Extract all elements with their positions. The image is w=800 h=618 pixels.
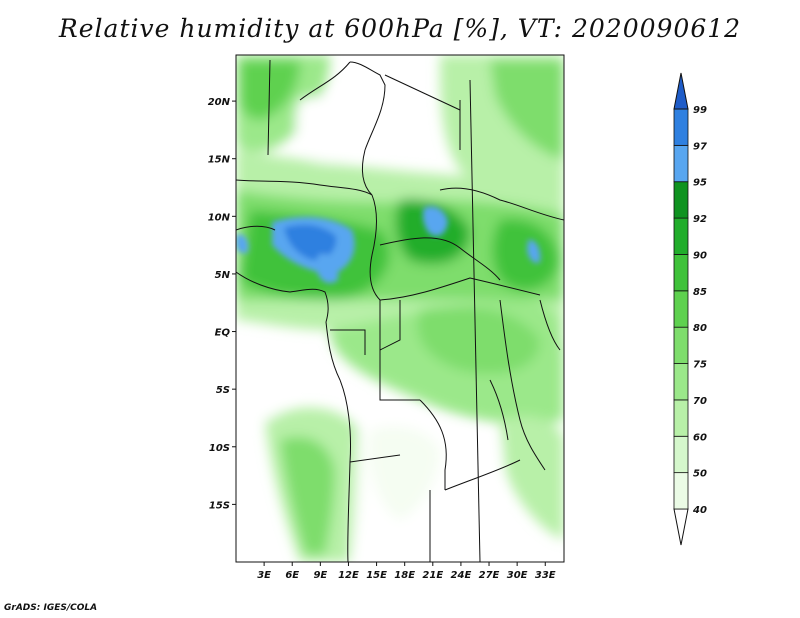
lon-tick-label: 27E [479,570,500,581]
lat-tick-label: EQ [215,328,231,339]
colorbar-segment [673,363,689,401]
colorbar-label: 85 [693,287,707,298]
country-borders [236,59,564,562]
colorbar-label: 75 [693,360,707,371]
lon-tick-label: 18E [394,570,415,581]
colorbar-upper-triangle [673,72,689,110]
colorbar-label: 95 [693,178,707,189]
lat-tick-label: 20N [208,97,231,108]
lat-tick-label: 15N [208,155,231,166]
colorbar-segment [673,326,689,364]
map-title: Relative humidity at 600hPa [%], VT: 202… [58,14,742,43]
lat-tick-label: 5S [216,385,230,396]
colorbar-segment [673,217,689,255]
colorbar-segment [673,435,689,474]
colorbar-label: 90 [693,250,707,261]
colorbar-label: 60 [693,432,707,443]
lon-tick-label: 24E [451,570,472,581]
colorbar-segment [673,290,689,328]
colorbar-lower-triangle [673,508,689,546]
colorbar-segment [673,254,689,292]
lat-tick-label: 10N [208,212,231,223]
lat-tick-label: 15S [209,500,230,511]
lon-tick-label: 30E [507,570,528,581]
lat-tick-label: 10S [209,443,230,454]
colorbar-segment [673,472,689,510]
colorbar: 40 50 60 70 75 80 85 90 92 95 97 99 [673,72,707,546]
grads-credit: GrADS: IGES/COLA [4,603,98,613]
lon-tick-label: 21E [422,570,443,581]
lat-tick-label: 5N [215,270,231,281]
colorbar-segment [673,144,689,183]
lon-tick-label: 33E [535,570,556,581]
colorbar-segment [673,108,689,146]
colorbar-label: 92 [693,214,707,225]
colorbar-label: 97 [693,141,707,152]
lon-tick-label: 12E [338,570,359,581]
colorbar-label: 40 [692,505,707,516]
colorbar-label: 99 [693,105,707,116]
colorbar-segment [673,181,689,219]
colorbar-label: 80 [693,323,707,334]
longitude-axis: 3E 6E 9E 12E 15E 18E 21E 24E 27E 30E 33E [257,562,556,581]
lon-tick-label: 15E [366,570,387,581]
colorbar-segment [673,399,689,437]
lon-tick-label: 3E [257,570,271,581]
colorbar-label: 70 [693,396,707,407]
map-frame [235,54,565,563]
colorbar-label: 50 [693,469,707,480]
latitude-axis: 20N 15N 10N 5N EQ 5S 10S 15S [208,97,236,511]
humidity-field [236,55,564,562]
lon-tick-label: 6E [285,570,299,581]
lon-tick-label: 9E [313,570,327,581]
